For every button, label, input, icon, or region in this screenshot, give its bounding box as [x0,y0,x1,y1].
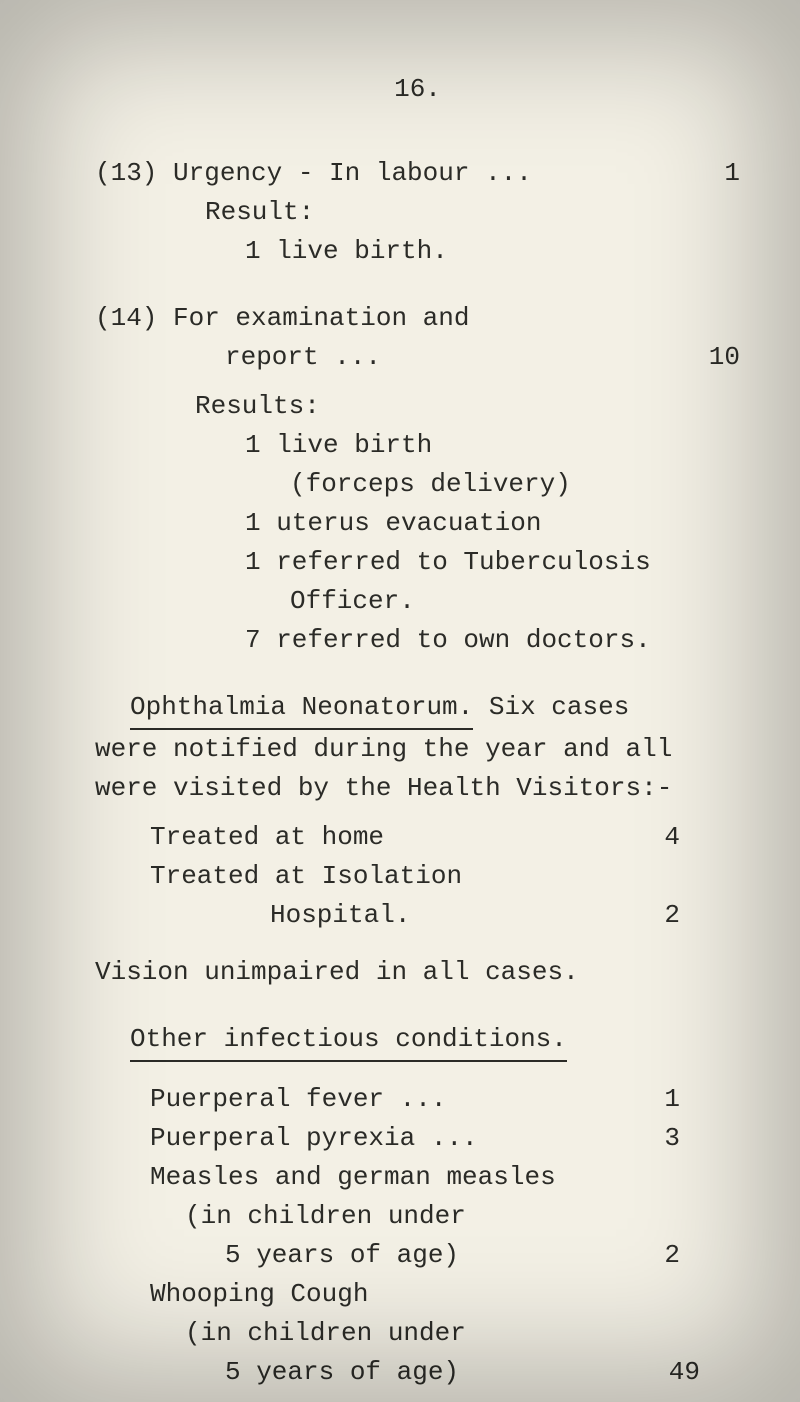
treated-home-label: Treated at home [150,818,384,857]
treated-iso-b-val: 2 [664,896,680,935]
item14-label2: report ... [95,338,381,377]
item14-r2: 1 uterus evacuation [95,504,740,543]
item14-r1b: (forceps delivery) [95,465,740,504]
vision-line: Vision unimpaired in all cases. [95,953,740,992]
puerperal-fever-label: Puerperal fever ... [150,1080,446,1119]
puerperal-fever-val: 1 [664,1080,680,1119]
item13-label: (13) Urgency - In labour ... [95,154,532,193]
item14-r1: 1 live birth [95,426,740,465]
item14-r3a: 1 referred to Tuberculosis [95,543,740,582]
treated-iso-a: Treated at Isolation [95,857,740,896]
other-heading: Other infectious conditions. [130,1020,567,1062]
measles-sub2-label: 5 years of age) [225,1236,459,1275]
measles-sub2-val: 2 [664,1236,680,1275]
item14-results-heading: Results: [95,387,740,426]
item14-label1: (14) For examination and [95,299,740,338]
item14-r3b: Officer. [95,582,740,621]
item13-value: 1 [724,154,740,193]
item14-r4: 7 referred to own doctors. [95,621,740,660]
measles-line: Measles and german measles [95,1158,740,1197]
ophthalmia-para1: were notified during the year and all [95,730,740,769]
whooping-sub2-label: 5 years of age) [225,1353,459,1392]
ophthalmia-heading-rest: Six cases [473,692,629,722]
item13-result-heading: Result: [95,193,740,232]
whooping-line: Whooping Cough [95,1275,740,1314]
treated-home-val: 4 [664,818,680,857]
ophthalmia-para2: were visited by the Health Visitors:- [95,769,740,808]
item13-result-line: 1 live birth. [95,232,740,271]
measles-sub1: (in children under [95,1197,740,1236]
whooping-sub2-val: 49 [669,1353,700,1392]
treated-iso-b-label: Hospital. [270,896,410,935]
whooping-sub1: (in children under [95,1314,740,1353]
puerperal-pyrexia-val: 3 [664,1119,680,1158]
page-number: 16. [95,70,740,109]
ophthalmia-heading: Ophthalmia Neonatorum. [130,688,473,730]
item14-value: 10 [709,338,740,377]
puerperal-pyrexia-label: Puerperal pyrexia ... [150,1119,478,1158]
